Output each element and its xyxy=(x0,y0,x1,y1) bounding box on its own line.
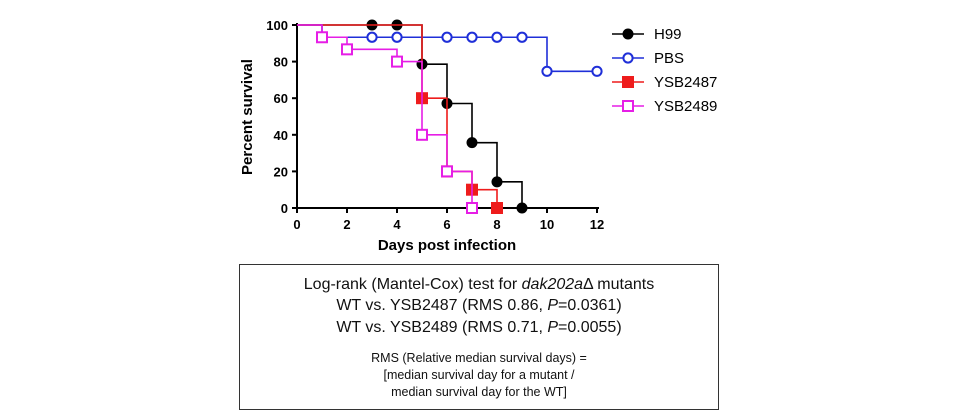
x-tick-label: 4 xyxy=(393,217,401,232)
legend-label: YSB2487 xyxy=(654,74,717,91)
legend-marker xyxy=(622,76,634,88)
series-line-h99 xyxy=(297,24,523,208)
stats-box: Log-rank (Mantel-Cox) test for dak202aΔ … xyxy=(239,264,719,410)
gene-name: dak202a xyxy=(521,276,584,293)
data-point-pbs xyxy=(516,31,528,43)
x-tick-label: 10 xyxy=(540,217,554,232)
stats-line2-prefix: WT vs. YSB2489 (RMS 0.71, xyxy=(336,319,548,336)
legend-marker xyxy=(622,28,634,40)
x-tick-label: 8 xyxy=(493,217,500,232)
data-point-pbs xyxy=(441,31,453,43)
legend-item-ysb2487: YSB2487 xyxy=(612,74,717,91)
stats-line-ysb2487: WT vs. YSB2487 (RMS 0.86, P=0.0361) xyxy=(240,295,718,317)
stats-line1-prefix: WT vs. YSB2487 (RMS 0.86, xyxy=(336,297,548,314)
stats-title-prefix: Log-rank (Mantel-Cox) test for xyxy=(303,276,522,293)
stats-title: Log-rank (Mantel-Cox) test for dak202aΔ … xyxy=(240,274,718,295)
p-symbol: P xyxy=(547,319,559,336)
y-tick-label: 20 xyxy=(274,164,288,179)
data-point-h99 xyxy=(491,176,503,188)
data-point-ysb2487 xyxy=(491,202,503,214)
data-point-ysb2489 xyxy=(316,31,328,44)
legend-marker xyxy=(622,100,634,112)
x-tick-label: 2 xyxy=(343,217,350,232)
data-point-ysb2489 xyxy=(391,55,403,68)
y-tick-label: 60 xyxy=(274,91,288,106)
legend-item-ysb2489: YSB2489 xyxy=(612,98,717,115)
data-point-ysb2489 xyxy=(341,43,353,56)
x-tick-label: 0 xyxy=(293,217,300,232)
y-tick-label: 0 xyxy=(281,201,288,216)
y-tick-label: 80 xyxy=(274,55,288,70)
y-tick-label: 40 xyxy=(274,128,288,143)
series-h99 xyxy=(297,19,528,214)
rms-note-line-1: RMS (Relative median survival days) = xyxy=(371,351,587,365)
p-symbol: P xyxy=(547,297,559,314)
data-point-ysb2489 xyxy=(441,165,453,178)
y-tick-label: 100 xyxy=(266,18,288,33)
data-point-pbs xyxy=(541,65,553,77)
data-point-ysb2489 xyxy=(416,128,428,141)
stats-line1-suffix: =0.0361) xyxy=(558,297,622,314)
legend-label: YSB2489 xyxy=(654,98,717,115)
stats-line2-suffix: =0.0055) xyxy=(558,319,622,336)
data-point-pbs xyxy=(466,31,478,43)
data-point-pbs xyxy=(491,31,503,43)
data-point-h99 xyxy=(466,137,478,149)
data-point-pbs xyxy=(366,31,378,43)
stats-line-ysb2489: WT vs. YSB2489 (RMS 0.71, P=0.0055) xyxy=(240,317,718,339)
series-line-ysb2489 xyxy=(297,24,473,208)
data-point-pbs xyxy=(591,65,603,77)
data-point-h99 xyxy=(516,202,528,214)
survival-chart: Percent survival Days post infection 0 2 4… xyxy=(239,18,717,254)
x-axis-title: Days post infection xyxy=(378,237,516,254)
x-tick-label: 6 xyxy=(443,217,450,232)
data-point-pbs xyxy=(391,31,403,43)
rms-note-line-2: [median survival day for a mutant / xyxy=(383,368,575,382)
data-point-ysb2489 xyxy=(466,202,478,214)
y-axis-title: Percent survival xyxy=(239,59,256,175)
series-ysb2489 xyxy=(297,24,478,214)
delta-symbol: Δ xyxy=(583,276,593,293)
legend-label: H99 xyxy=(654,26,682,43)
x-tick-label: 12 xyxy=(590,217,604,232)
rms-note-line-3: median survival day for the WT] xyxy=(391,385,567,399)
legend-marker xyxy=(622,52,634,64)
legend-item-h99: H99 xyxy=(612,26,682,43)
legend-item-pbs: PBS xyxy=(612,50,684,67)
legend-label: PBS xyxy=(654,50,684,67)
stats-title-suffix: mutants xyxy=(592,276,655,293)
